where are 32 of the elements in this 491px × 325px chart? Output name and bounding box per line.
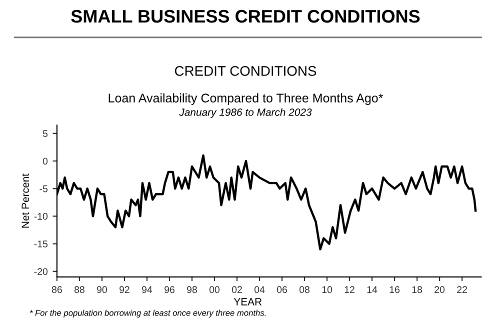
x-tick-label: 00 bbox=[209, 286, 220, 294]
chart-title: SMALL BUSINESS CREDIT CONDITIONS bbox=[71, 10, 420, 23]
y-tick-label: -5 bbox=[40, 185, 48, 192]
x-tick-label: 18 bbox=[412, 286, 422, 294]
x-tick-label: 08 bbox=[299, 286, 310, 294]
x-tick-label: 04 bbox=[254, 286, 265, 294]
x-tick-label: 10 bbox=[322, 286, 332, 294]
x-tick-label: 92 bbox=[120, 286, 130, 294]
text: January 1986 to March 2023 bbox=[179, 108, 312, 118]
y-tick-label: -20 bbox=[34, 268, 48, 275]
x-tick-label: 06 bbox=[276, 286, 287, 294]
x-tick-label: 02 bbox=[232, 286, 242, 294]
x-tick-label: 20 bbox=[434, 286, 445, 294]
x-tick-label: 94 bbox=[142, 286, 152, 294]
y-tick-label: 5 bbox=[42, 130, 48, 138]
x-tick-label: 88 bbox=[74, 286, 84, 294]
y-tick-label: -10 bbox=[34, 212, 48, 220]
text: Loan Availability Compared to Three Months Ago* bbox=[108, 93, 384, 105]
x-tick-label: 16 bbox=[390, 286, 400, 294]
text: * For the population borrowing at least once every three months. bbox=[30, 310, 266, 318]
x-tick-label: 96 bbox=[164, 286, 174, 294]
x-tick-label: 12 bbox=[344, 286, 354, 293]
x-axis-title: YEAR bbox=[234, 298, 262, 306]
y-tick-label: 0 bbox=[42, 158, 48, 165]
y-axis-title: Net Percent bbox=[22, 174, 30, 228]
x-tick-label: 14 bbox=[367, 286, 378, 293]
x-tick-label: 98 bbox=[187, 286, 197, 294]
y-tick-label: -15 bbox=[34, 240, 48, 248]
x-tick-label: 90 bbox=[97, 286, 107, 294]
chart-subtitle: CREDIT CONDITIONS bbox=[174, 66, 316, 76]
x-tick-label: 22 bbox=[457, 286, 467, 293]
x-tick-label: 86 bbox=[52, 286, 62, 294]
